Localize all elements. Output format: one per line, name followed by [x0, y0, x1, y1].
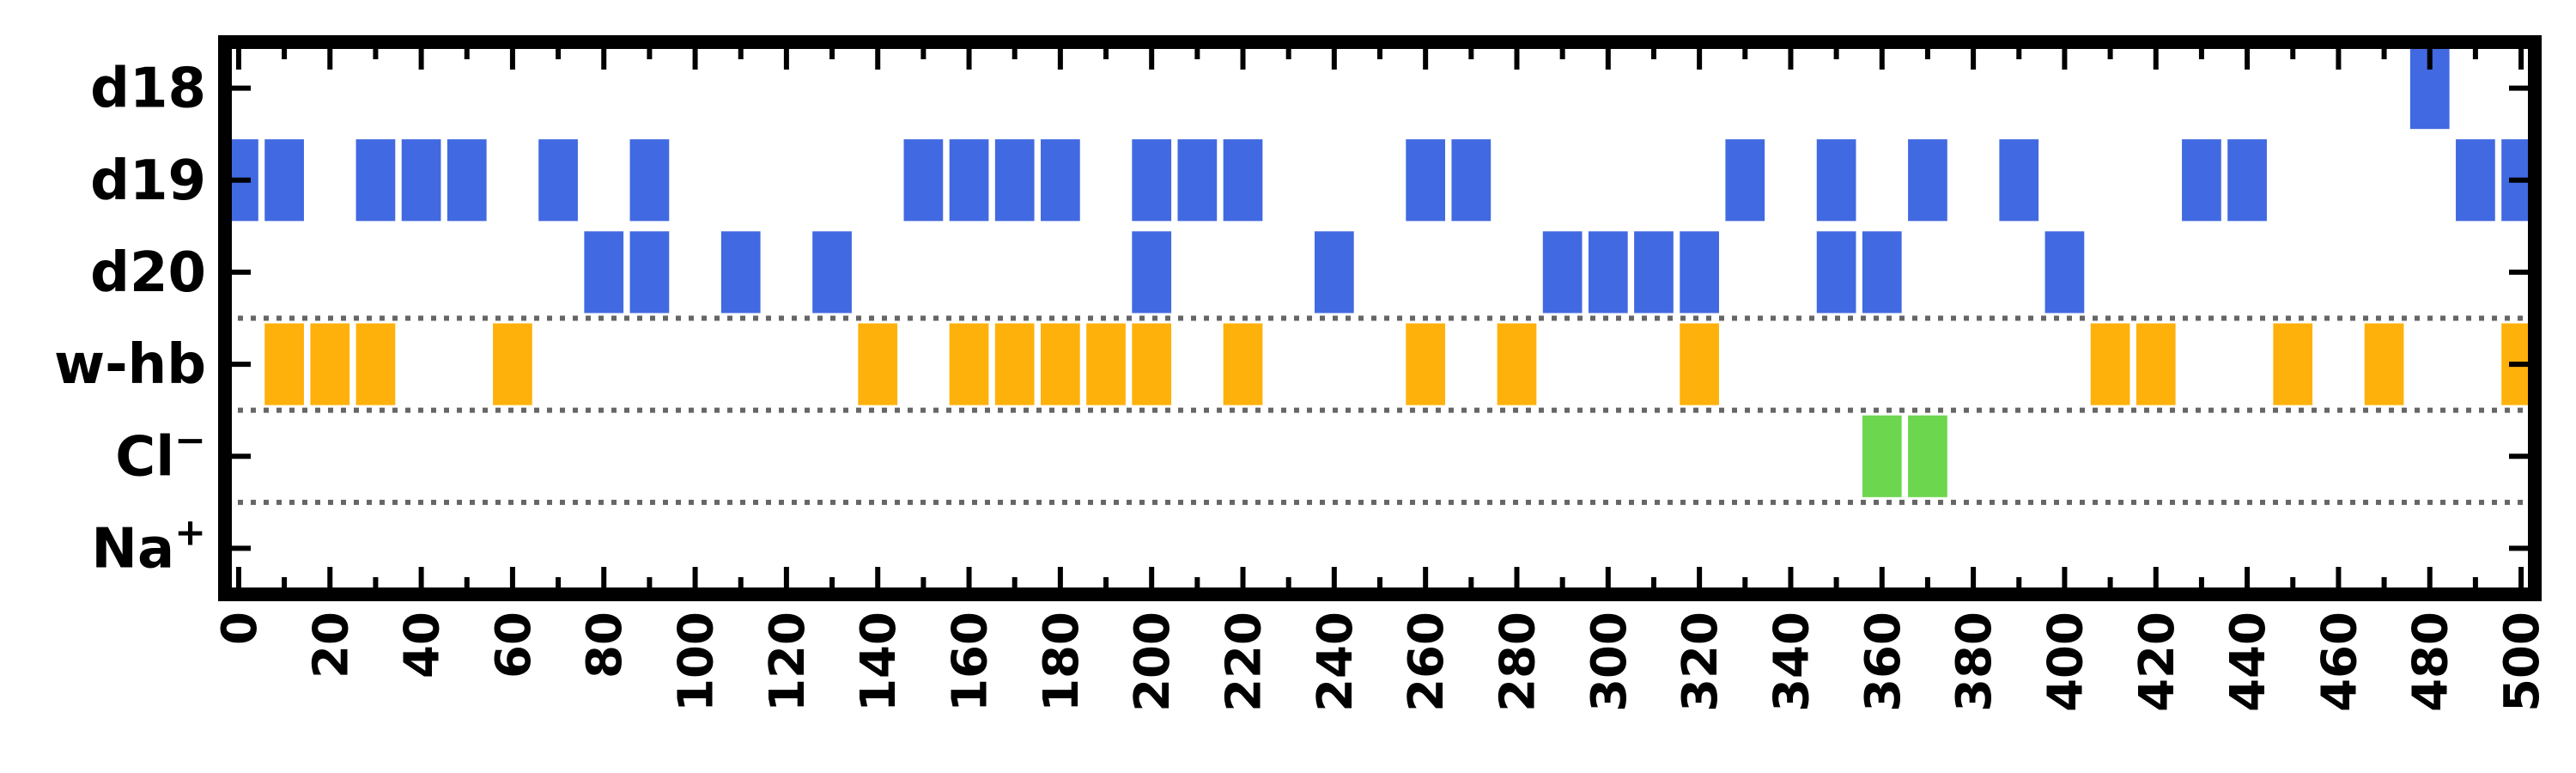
event-bar-d19: [1223, 139, 1263, 222]
x-tick-label: 60: [486, 612, 542, 679]
x-tick-label: 20: [303, 612, 359, 679]
event-bar-d19: [629, 139, 670, 222]
y-label-Na: Na+: [91, 510, 206, 581]
event-bar-d19: [538, 139, 578, 222]
event-bar-d20: [812, 231, 852, 313]
event-bar-Cl: [1862, 415, 1902, 497]
x-tick-label: 300: [1582, 612, 1637, 712]
event-bar-d19: [2456, 139, 2495, 222]
event-bar-w-hb: [355, 323, 396, 405]
event-bar-d19: [1908, 139, 1947, 222]
x-axis-tick-labels: 0 20 40 60 80 100 120 140 160 180 200 220 240 260 280 3…: [212, 612, 2550, 712]
event-bar-d20: [1542, 231, 1583, 313]
event-bar-w-hb: [2090, 323, 2130, 405]
x-tick-label: 320: [1673, 612, 1728, 712]
event-bar-w-hb: [2364, 323, 2404, 405]
event-bar-d19: [2182, 139, 2221, 222]
event-bar-d19: [1451, 139, 1492, 222]
axis-ticks: [225, 42, 2535, 594]
event-bar-Cl: [1908, 415, 1947, 497]
event-bar-d20: [1314, 231, 1354, 313]
x-tick-label: 40: [395, 612, 451, 679]
event-bar-d20: [2044, 231, 2085, 313]
event-bar-w-hb: [264, 323, 304, 405]
event-bar-d19: [401, 139, 441, 222]
event-bar-w-hb: [310, 323, 350, 405]
event-bar-d19: [1406, 139, 1446, 222]
event-bar-w-hb: [1223, 323, 1263, 405]
row-separators: [225, 315, 2535, 505]
x-tick-label: 400: [2038, 612, 2093, 712]
x-tick-label: 140: [851, 612, 907, 712]
x-tick-label: 120: [760, 612, 816, 712]
event-bar-d20: [1588, 231, 1628, 313]
y-axis-labels: d18 d19 d20 w-hb Cl− Na+: [54, 58, 206, 581]
x-tick-label: 500: [2494, 612, 2550, 712]
x-tick-label: 340: [1764, 612, 1820, 712]
y-label-d19: d19: [90, 149, 206, 213]
x-tick-label: 80: [577, 612, 633, 679]
event-bar-d20: [1132, 231, 1172, 313]
y-label-Cl: Cl−: [115, 418, 206, 489]
x-tick-label: 440: [2221, 612, 2276, 712]
y-label-d20: d20: [90, 241, 206, 305]
x-tick-label: 380: [1947, 612, 2002, 712]
event-bar-d20: [629, 231, 670, 313]
event-bar-d20: [584, 231, 624, 313]
x-tick-label: 260: [1399, 612, 1455, 712]
x-tick-label: 100: [669, 612, 725, 712]
event-bar-w-hb: [2136, 323, 2176, 405]
event-bar-d19: [1132, 139, 1172, 222]
event-bar-w-hb: [1497, 323, 1537, 405]
event-bars: [225, 47, 2535, 497]
event-bar-d20: [1634, 231, 1674, 313]
event-bar-d19: [2227, 139, 2267, 222]
y-label-d18: d18: [90, 58, 206, 121]
event-bar-w-hb: [949, 323, 989, 405]
event-bar-w-hb: [994, 323, 1035, 405]
x-tick-label: 200: [1125, 612, 1181, 712]
x-tick-label: 480: [2403, 612, 2459, 712]
event-bar-d19: [1177, 139, 1218, 222]
x-tick-label: 0: [212, 612, 268, 645]
event-bar-d20: [1862, 231, 1902, 313]
x-tick-label: 360: [1856, 612, 1911, 712]
event-bar-w-hb: [2273, 323, 2313, 405]
event-bar-w-hb: [1086, 323, 1126, 405]
x-tick-label: 420: [2129, 612, 2185, 712]
x-tick-label: 280: [1490, 612, 1546, 712]
y-label-w-hb: w-hb: [54, 333, 206, 397]
event-bar-w-hb: [858, 323, 898, 405]
event-bar-d19: [1725, 139, 1765, 222]
x-tick-label: 160: [943, 612, 999, 712]
event-bar-d19: [949, 139, 989, 222]
event-bar-d20: [1680, 231, 1719, 313]
event-bar-w-hb: [1041, 323, 1080, 405]
plot-frame: [218, 35, 2542, 601]
event-bar-d19: [355, 139, 396, 222]
event-bar-d19: [447, 139, 487, 222]
event-bar-d20: [1816, 231, 1856, 313]
x-tick-label: 240: [1308, 612, 1364, 712]
event-bar-w-hb: [1680, 323, 1719, 405]
event-bar-d20: [720, 231, 761, 313]
event-bar-d19: [1041, 139, 1080, 222]
event-bar-d19: [903, 139, 944, 222]
event-bar-w-hb: [1132, 323, 1172, 405]
x-tick-label: 180: [1034, 612, 1090, 712]
event-bar-w-hb: [1406, 323, 1446, 405]
x-tick-label: 460: [2312, 612, 2367, 712]
x-tick-label: 220: [1217, 612, 1273, 712]
event-bar-w-hb: [493, 323, 532, 405]
event-bar-d19: [1999, 139, 2039, 222]
event-bar-d19: [1816, 139, 1856, 222]
event-bar-d19: [264, 139, 304, 222]
event-bar-d19: [994, 139, 1035, 222]
